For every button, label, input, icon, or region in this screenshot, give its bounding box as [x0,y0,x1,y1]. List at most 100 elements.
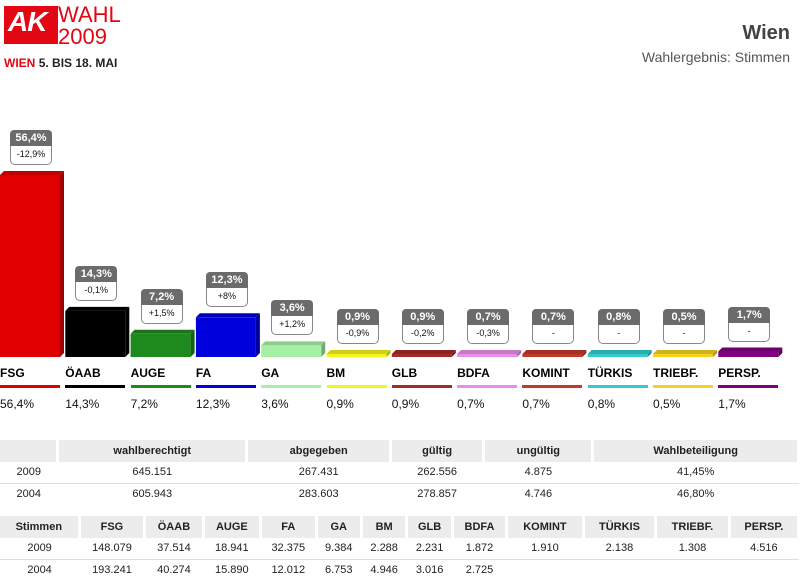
table-cell: 278.857 [417,487,458,500]
column-header: KOMINT [506,516,585,538]
value-label: 7,2% [130,397,158,411]
change-label: -12,9% [10,146,52,165]
table-cell: 193.241 [92,563,132,576]
logo-mark: AK [4,6,58,44]
column-header [0,440,60,462]
category-color-line [522,385,583,388]
bar-front [0,175,60,357]
bar-front [195,317,256,357]
votes-table-header: Stimmen FSG ÖAAB AUGE FA GA BM GLB BDFA KOMINT TÜR… [0,516,800,538]
change-label: +1,2% [271,316,314,336]
column-header: TRIEBF. [655,516,731,538]
value-label: 0,7% [522,397,550,411]
bar-side [386,350,391,357]
bar-callout-bdfa: 0,7% -0,3% [467,309,510,344]
bar-front [653,354,713,357]
category-color-line [326,385,387,388]
bar-side [451,350,456,357]
bar-triebf. [653,350,717,357]
table-cell: 2.288 [361,538,407,560]
bar-öaab [65,306,130,357]
change-label: - [728,322,771,342]
table-cell: 2004 [27,563,52,576]
bar-auge [130,329,195,357]
bar-front [718,351,779,357]
value-label: 0,8% [587,397,616,411]
table-cell: 2009 [0,462,58,484]
category-label: BM [326,366,346,380]
table-cell: 605.943 [132,487,173,500]
category-label: BDFA [457,366,490,380]
table-cell: 12.012 [271,563,306,576]
bar-fa [195,313,260,357]
category-color-line [0,385,60,388]
bar-side [321,341,326,357]
change-label: -0,1% [75,281,118,301]
table-cell: 1.308 [655,538,730,560]
table-cell: 262.556 [390,462,484,484]
bar-chart: 56,4% -12,9% FSG 56,4% 14,3% -0,1% ÖAAB 14,3% 7,… [0,110,800,411]
table-cell: 1.910 [506,538,584,560]
data-label: 7,2% [140,288,183,305]
bar-side [190,329,195,357]
table-cell: 32.375 [260,538,317,560]
column-header: abgegeben [246,440,392,462]
column-header: wahlberechtigt [57,440,249,462]
bar-top [653,350,717,354]
page-title: Wien [742,22,790,44]
bar-callout-fsg: 56,4% -12,9% [10,130,52,165]
data-label: 56,4% [10,130,52,146]
turnout-row: 2004 605.943 283.603 278.857 4.746 46,80% [0,483,799,504]
bar-top [0,171,64,175]
logo-word: WAHL [58,2,121,27]
bar-top [195,313,260,318]
table-cell: 2.725 [465,563,494,576]
table-cell: 4.746 [524,487,553,500]
value-label: 56,4% [0,397,35,411]
table-cell [583,559,656,580]
table-cell: 40.274 [157,563,191,576]
table-cell: 9.384 [316,538,362,560]
column-header: FA [260,516,318,538]
table-cell: 41,45% [592,462,799,484]
logo-city: WIEN [4,56,36,70]
bar-top [130,329,195,334]
bar-side [517,350,522,357]
bar-callout-persp.: 1,7% - [728,306,771,342]
change-label: -0,3% [467,325,510,344]
logo-date-range: 5. BIS 18. MAI [38,56,118,70]
bar-top [326,350,391,354]
table-cell: 4.516 [729,538,799,560]
data-label: 0,7% [532,309,575,325]
value-label: 1,7% [718,397,746,411]
category-color-line [457,385,518,388]
value-label: 14,3% [65,397,100,411]
bar-türkis [587,350,652,357]
change-label: - [663,325,705,344]
category-label: GLB [391,366,418,380]
bar-front [587,354,648,357]
column-header: TÜRKIS [583,516,658,538]
value-label: 0,5% [653,397,681,411]
bar-side [582,350,587,357]
change-label: -0,9% [336,325,379,344]
bar-callout-türkis: 0,8% - [597,309,640,344]
value-label: 0,9% [326,397,354,411]
data-label: 12,3% [205,272,248,289]
change-label: +1,5% [140,304,183,324]
bar-front [457,354,518,357]
data-label: 3,6% [271,300,314,317]
category-label: GA [261,366,280,380]
data-label: 1,7% [728,306,771,323]
logo-year: 2009 [58,24,107,49]
category-color-line [718,385,779,388]
turnout-table-header: wahlberechtigt abgegeben gültig ungültig Wah… [0,440,800,462]
table-cell: 2.231 [406,538,453,560]
category-color-line [653,385,713,388]
category-color-line [130,385,191,388]
bar-glb [391,350,456,357]
table-cell: 2004 [16,487,41,500]
data-label: 0,9% [336,309,379,325]
column-header: GA [316,516,363,538]
bar-top [261,341,326,346]
